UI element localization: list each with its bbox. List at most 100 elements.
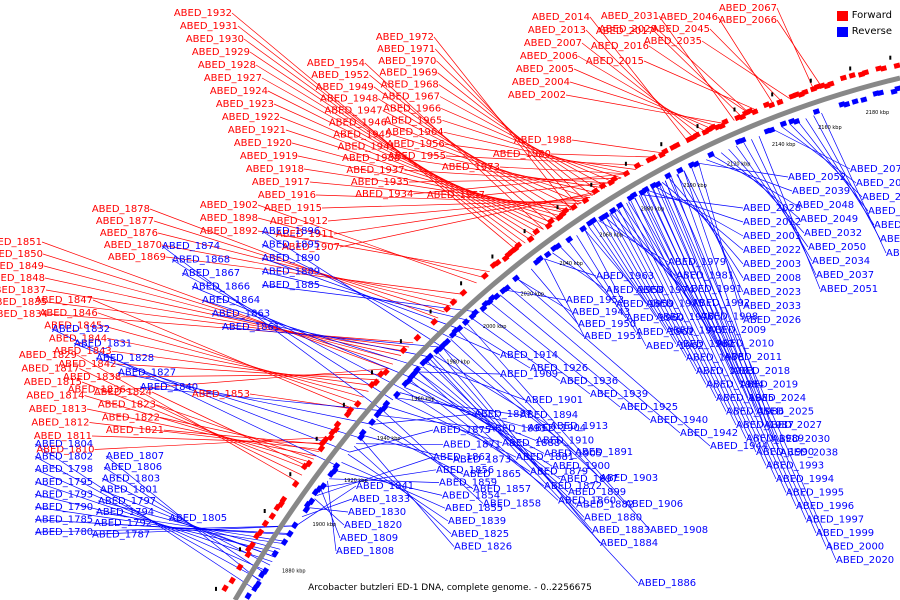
gene-label: ABED_1901 <box>525 395 583 406</box>
scale-tick-label: 1900 kbp <box>313 522 337 528</box>
forward-gene <box>581 196 590 205</box>
leader-line <box>308 507 349 513</box>
leader-line <box>776 7 815 91</box>
gene-label: ABED_1872 <box>544 481 602 492</box>
leader-line <box>720 152 801 220</box>
forward-gene <box>893 62 900 69</box>
gene-label: ABED_1863 <box>212 309 270 320</box>
gene-label: ABED_1984 <box>706 380 764 391</box>
scale-tick-label: 1980 kbp <box>446 359 470 365</box>
gene-label: ABED_1904 <box>528 423 586 434</box>
leader-line <box>628 201 709 331</box>
leader-line <box>634 197 717 344</box>
leader-line <box>41 241 390 369</box>
leader-line <box>565 94 727 125</box>
leader-line <box>648 45 751 115</box>
leader-line <box>640 194 744 209</box>
forward-gene <box>268 512 277 520</box>
gene-label: ABED_1809 <box>340 533 398 544</box>
gene-label: ABED_1837 <box>0 285 46 296</box>
leader-line <box>552 252 607 291</box>
gene-label: ABED_1862 <box>433 452 491 463</box>
gene-label: ABED_1946 <box>329 118 387 129</box>
leader-line <box>34 525 296 533</box>
gene-label: ABED_1814 <box>26 391 84 402</box>
leader-line <box>438 84 600 192</box>
leader-line <box>45 289 406 352</box>
gene-label: ABED_1869 <box>108 252 166 263</box>
leader-line <box>320 489 341 539</box>
gene-label: ABED_1821 <box>106 425 164 436</box>
gene-label: ABED_1792 <box>94 518 152 529</box>
gene-label: ABED_1917 <box>252 177 310 188</box>
leader-line <box>604 216 677 276</box>
gene-label: ABED_1803 <box>102 473 160 484</box>
gene-label: ABED_2001 <box>743 231 801 242</box>
gene-label: ABED_2002 <box>508 90 566 101</box>
leader-line <box>243 38 526 244</box>
gene-label: ABED_1920 <box>234 138 292 149</box>
gene-label: ABED_1937 <box>346 165 404 176</box>
leader-line <box>797 120 869 212</box>
leader-line <box>261 77 540 234</box>
gene-label: ABED_2035 <box>644 36 702 47</box>
marker-tick <box>771 92 774 97</box>
forward-gene <box>443 304 451 313</box>
gene-label: ABED_1967 <box>382 92 440 103</box>
gene-label: ABED_1838 <box>63 372 121 383</box>
gene-label: ABED_1857 <box>473 484 531 495</box>
reverse-gene <box>271 549 279 558</box>
marker-tick <box>733 107 736 112</box>
forward-gene <box>514 241 523 250</box>
gene-label: ABED_2049 <box>800 214 858 225</box>
leader-line <box>97 312 359 404</box>
leader-line <box>151 391 309 467</box>
leader-line <box>161 245 384 412</box>
leader-line <box>181 272 403 390</box>
leader-line <box>44 277 402 356</box>
gene-label: ABED_1812 <box>31 418 89 429</box>
gene-label: ABED_1989 <box>746 434 804 445</box>
marker-tick <box>215 586 217 591</box>
forward-gene <box>839 74 847 82</box>
leader-line <box>257 204 477 284</box>
leader-line <box>653 30 743 118</box>
gene-label: ABED_2000 <box>826 542 884 553</box>
leader-line <box>544 258 597 277</box>
reverse-gene <box>609 206 617 215</box>
gene-label: ABED_1880 <box>584 512 642 523</box>
forward-gene <box>762 101 771 109</box>
leader-line <box>609 213 697 372</box>
gene-label: ABED_1865 <box>463 469 521 480</box>
gene-label: ABED_2009 <box>708 325 766 336</box>
reverse-gene <box>536 254 544 263</box>
gene-label: ABED_1810 <box>36 445 94 456</box>
gene-label: ABED_1890 <box>262 253 320 264</box>
gene-label: ABED_1921 <box>228 125 286 136</box>
gene-label: ABED_1839 <box>448 516 506 527</box>
leader-line <box>664 180 757 412</box>
gene-label: ABED_1884 <box>600 538 658 549</box>
leader-line <box>157 232 451 307</box>
gene-label: ABED_2020 <box>836 555 894 566</box>
marker-tick <box>429 309 432 314</box>
reverse-gene <box>426 352 434 361</box>
gene-label: ABED_1954 <box>307 58 365 69</box>
gene-label: ABED_2015 <box>586 56 644 67</box>
legend-reverse-label: Reverse <box>851 26 892 37</box>
leader-line <box>257 230 490 273</box>
leader-line <box>43 265 398 361</box>
leader-line <box>454 335 501 356</box>
gene-label: ABED_1990 <box>756 447 814 458</box>
gene-label: ABED_1978 <box>686 353 744 364</box>
leader-line <box>789 123 863 198</box>
leader-line <box>369 426 464 475</box>
leader-line <box>544 258 585 337</box>
leader-line <box>84 395 312 463</box>
leader-line <box>117 372 372 425</box>
leader-line <box>638 195 767 466</box>
gene-label: ABED_2045 <box>652 24 710 35</box>
reverse-gene <box>492 292 501 301</box>
gene-label: ABED_1927 <box>204 73 262 84</box>
leader-line <box>813 115 881 240</box>
